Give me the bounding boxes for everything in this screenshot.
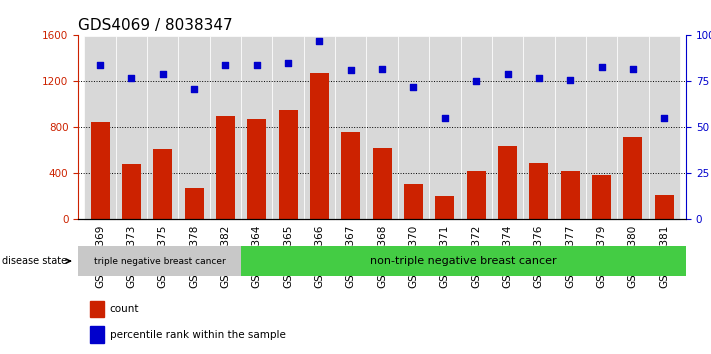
Point (282, 60, 294, 66)
Point (533, 75, 545, 81)
FancyBboxPatch shape (586, 36, 617, 220)
Point (627, 66, 638, 72)
Point (408, 84, 419, 90)
Bar (247, 119, 266, 219)
FancyBboxPatch shape (272, 36, 304, 220)
Point (565, 77, 576, 82)
Bar (341, 132, 360, 219)
Point (658, 115, 670, 121)
FancyBboxPatch shape (241, 246, 686, 276)
Bar (122, 164, 141, 219)
Bar (561, 171, 579, 219)
FancyBboxPatch shape (116, 36, 147, 220)
FancyBboxPatch shape (648, 36, 680, 220)
FancyBboxPatch shape (210, 36, 241, 220)
Text: disease state: disease state (1, 256, 70, 266)
FancyBboxPatch shape (523, 36, 555, 220)
Bar (216, 116, 235, 219)
Point (502, 71, 513, 77)
FancyBboxPatch shape (398, 36, 429, 220)
Point (251, 62, 262, 68)
Bar (466, 171, 486, 219)
Bar (90, 326, 104, 343)
FancyBboxPatch shape (78, 246, 241, 276)
FancyBboxPatch shape (492, 36, 523, 220)
FancyBboxPatch shape (366, 36, 398, 220)
Text: count: count (109, 304, 139, 314)
Point (157, 71, 169, 77)
Bar (373, 148, 392, 219)
Text: triple negative breast cancer: triple negative breast cancer (94, 257, 225, 266)
Point (377, 66, 388, 72)
Bar (90, 301, 104, 317)
Point (345, 68, 356, 73)
FancyBboxPatch shape (178, 36, 210, 220)
Text: non-triple negative breast cancer: non-triple negative breast cancer (370, 256, 557, 266)
FancyBboxPatch shape (304, 36, 335, 220)
Point (95, 62, 106, 68)
Text: percentile rank within the sample: percentile rank within the sample (109, 330, 286, 340)
Bar (655, 195, 673, 219)
FancyBboxPatch shape (461, 36, 492, 220)
Point (471, 79, 482, 84)
FancyBboxPatch shape (555, 36, 586, 220)
Bar (310, 73, 329, 219)
FancyBboxPatch shape (335, 36, 366, 220)
FancyBboxPatch shape (241, 36, 272, 220)
Point (596, 64, 607, 69)
Bar (624, 137, 642, 219)
FancyBboxPatch shape (147, 36, 178, 220)
Point (314, 38, 325, 44)
Point (220, 62, 231, 68)
Bar (435, 196, 454, 219)
Point (439, 115, 451, 121)
Bar (530, 163, 548, 219)
Bar (279, 110, 298, 219)
Bar (498, 146, 517, 219)
Bar (185, 188, 203, 219)
Bar (592, 175, 611, 219)
Bar (91, 122, 109, 219)
FancyBboxPatch shape (429, 36, 461, 220)
Text: GDS4069 / 8038347: GDS4069 / 8038347 (78, 18, 232, 33)
FancyBboxPatch shape (617, 36, 648, 220)
Point (126, 75, 137, 81)
Point (188, 86, 200, 92)
FancyBboxPatch shape (85, 36, 116, 220)
Bar (404, 184, 423, 219)
Bar (154, 149, 172, 219)
